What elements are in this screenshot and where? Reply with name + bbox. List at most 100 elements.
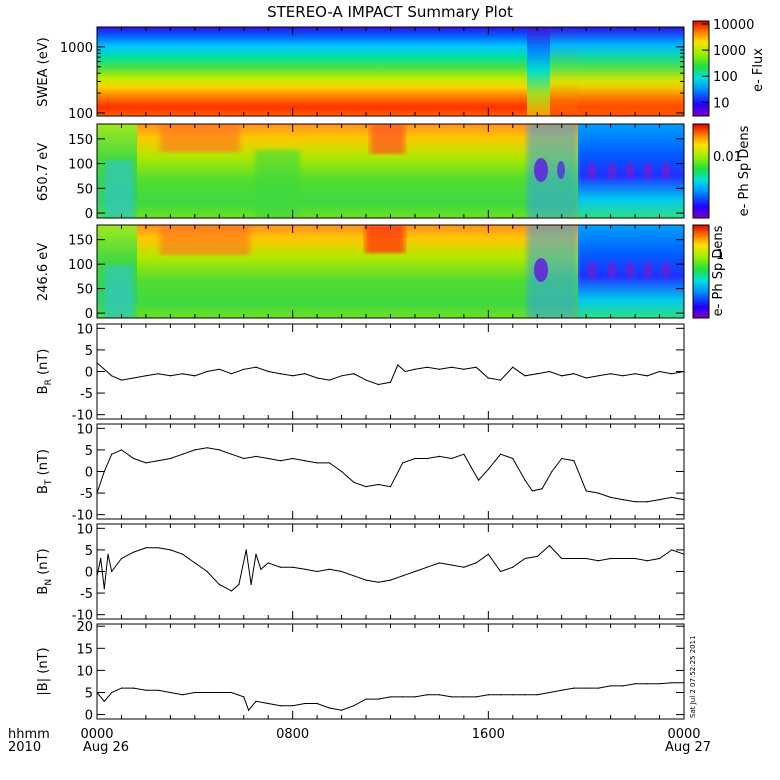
bn-point (512, 566, 514, 568)
bmag-point (279, 705, 281, 707)
bn-point (96, 575, 98, 577)
bn-point (103, 588, 105, 590)
bmag-ylabel-unit: (nT) (36, 647, 51, 677)
bn-point (267, 562, 269, 564)
bt-point (426, 457, 428, 460)
bmag-ytick-label: 10 (76, 664, 93, 679)
br-point (157, 373, 159, 375)
bmag-point (157, 689, 159, 691)
bmag-point (658, 683, 661, 685)
pad650-mid-quiet (255, 150, 300, 218)
bn-point (683, 553, 685, 555)
bt-ytick-label: 10 (76, 422, 93, 437)
bt-point (551, 470, 553, 473)
br-ytick-label: 0 (85, 366, 93, 381)
br-point (585, 377, 587, 379)
bt-point (463, 453, 465, 455)
swea-colorbar (692, 20, 710, 117)
bmag-ylabel: |B| (nT) (36, 647, 51, 695)
br-point (169, 375, 171, 377)
br-point (389, 381, 392, 383)
bmag-point (206, 691, 208, 694)
time-tick-label: 0800 (276, 727, 309, 742)
bt-point (561, 457, 563, 460)
bt-point (671, 496, 673, 498)
bn-point (536, 555, 538, 558)
bt-point (597, 492, 600, 494)
bt-point (218, 449, 220, 451)
br-point (243, 368, 245, 370)
pad650-hot-2 (370, 124, 405, 154)
bmag-point (402, 696, 404, 698)
pad650-early-cyan (105, 160, 133, 218)
br-point (218, 368, 220, 370)
pad650-blob-4 (608, 162, 616, 180)
swea-colorbar-tick-label: 10 (713, 96, 730, 111)
bt-ytick-label: -5 (80, 487, 93, 502)
bt-point (524, 479, 526, 481)
time-tick-label: 0000 (667, 727, 700, 742)
pad650-ytick-label: 50 (76, 182, 93, 197)
br-point (377, 383, 379, 386)
bmag-ytick-label: 5 (85, 686, 93, 701)
bmag-point (316, 702, 318, 705)
pad246-panel: 0 50 100 150 246.6 eV 1 e- Ph Sp Dens (36, 224, 726, 322)
bmag-point (292, 705, 294, 707)
swea-ytick-label: 100 (68, 107, 93, 122)
time-axis-row1-label: hhmm (8, 727, 50, 742)
bn-ylabel-unit: (nT) (36, 548, 51, 578)
bt-point (157, 460, 159, 462)
br-ylabel-sub: R (44, 379, 54, 385)
bn-ylabel-main: B (36, 586, 51, 595)
bn-point (111, 570, 113, 573)
br-point (255, 366, 257, 368)
bn-point (389, 579, 392, 581)
bmag-point (194, 691, 196, 694)
time-tick-label: 1600 (472, 727, 505, 742)
br-point (500, 379, 502, 381)
bmag-point (463, 696, 465, 698)
bn-point (260, 568, 262, 570)
bt-point (531, 490, 534, 492)
br-trace (96, 362, 685, 386)
bn-point (634, 557, 636, 560)
bmag-point (145, 689, 147, 691)
bmag-ylabel-main: |B| (36, 678, 51, 696)
bt-point (292, 457, 294, 460)
bn-point (107, 553, 109, 555)
bn-point (561, 557, 563, 560)
bt-point (438, 455, 440, 457)
pad246-colorbar (692, 224, 710, 319)
bn-panel: -10 -5 0 5 10 BN (nT) (36, 522, 685, 624)
br-point (230, 373, 233, 375)
bn-point (120, 557, 123, 560)
date-left-label: Aug 26 (83, 740, 129, 755)
bmag-point (671, 682, 673, 684)
br-point (610, 373, 612, 375)
bt-point (133, 457, 135, 460)
br-ylabel-unit: (nT) (36, 349, 51, 379)
br-point (561, 375, 563, 377)
swea-colorbar-tick-label: 1000 (713, 44, 746, 59)
pad650-ytick-label: 100 (68, 158, 93, 173)
bn-point (279, 566, 281, 568)
bmag-point (451, 696, 453, 698)
bt-point (512, 457, 514, 460)
date-right-label: Aug 27 (665, 740, 711, 755)
bt-point (120, 449, 123, 451)
pad650-blob-3 (588, 162, 596, 180)
bmag-ytick-label: 0 (85, 709, 93, 724)
br-point (573, 373, 575, 375)
bt-ylabel-sub: T (44, 479, 54, 486)
bmag-point (561, 689, 563, 691)
pad246-blob-6 (662, 261, 670, 279)
bn-point (622, 557, 624, 560)
br-point (536, 373, 538, 375)
bn-point (230, 590, 233, 592)
bn-point (426, 566, 428, 568)
br-point (671, 373, 673, 375)
bn-point (328, 568, 330, 570)
bt-ylabel: BT (nT) (36, 449, 54, 494)
bmag-point (634, 683, 636, 685)
